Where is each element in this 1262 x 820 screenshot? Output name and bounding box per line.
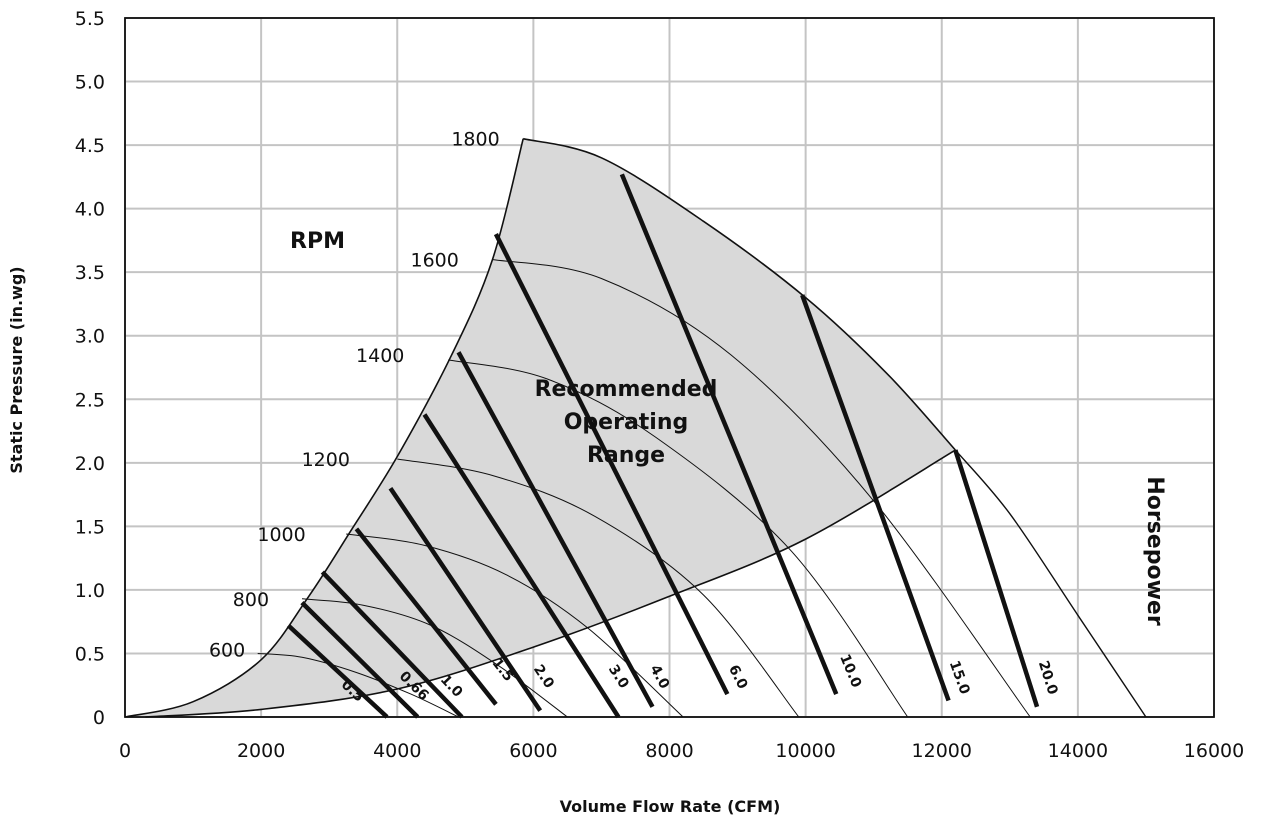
plot-frame: [124, 17, 1215, 718]
x-tick-label: 0: [119, 740, 131, 762]
x-tick-label: 12000: [912, 740, 972, 762]
x-tick-label: 14000: [1048, 740, 1108, 762]
plot-border: [124, 17, 1215, 718]
rpm-curve-1200: [397, 458, 800, 718]
rpm-label-1600: 1600: [411, 249, 459, 271]
rpm-label-1200: 1200: [302, 449, 350, 471]
rpm-label-1800: 1800: [451, 129, 499, 151]
y-tick-label: 4.5: [75, 135, 105, 157]
hp-line-3.0: [422, 413, 621, 719]
rpm-label-1400: 1400: [356, 345, 404, 367]
x-axis-title: Volume Flow Rate (CFM): [560, 797, 781, 816]
rpm-curve-600: [257, 653, 459, 718]
hp-line-2.0: [388, 486, 543, 712]
hp-line-1.0: [320, 570, 464, 719]
hp-line-1.5: [354, 527, 498, 706]
outer-limit-curve: [954, 449, 1147, 718]
rpm-curve-1400: [448, 359, 909, 718]
y-tick-label: 4.0: [75, 199, 105, 221]
x-tick-label: 2000: [237, 740, 285, 762]
y-tick-label: 3.5: [75, 262, 105, 284]
x-tick-label: 10000: [775, 740, 835, 762]
rpm-label-800: 800: [233, 589, 269, 611]
y-tick-label: 3.0: [75, 326, 105, 348]
hp-line-15.0: [800, 294, 951, 702]
region-label-line-3: Range: [587, 443, 665, 468]
y-tick-label: 2.0: [75, 453, 105, 475]
rpm-curve-1600: [492, 259, 1031, 718]
y-tick-label: 1.0: [75, 580, 105, 602]
operating-range-region: [124, 137, 1147, 718]
y-tick-label: 0: [93, 707, 105, 729]
tick-labels: 0 2000 4000 6000 8000 10000 12000 14000 16000 0 0.…: [75, 8, 1244, 762]
hp-line-0.66: [300, 601, 420, 719]
rpm-label-600: 600: [209, 640, 245, 662]
y-tick-label: 1.5: [75, 516, 105, 538]
y-tick-label: 2.5: [75, 389, 105, 411]
hp-line-4.0: [456, 351, 655, 708]
hp-line-10.0: [619, 173, 839, 695]
region-label-line-2: Operating: [564, 410, 689, 435]
x-tick-label: 6000: [509, 740, 557, 762]
hp-label-20.0: 20.0: [1035, 659, 1061, 697]
rpm-1800-boundary: [124, 138, 524, 718]
lower-limit-boundary: [145, 449, 956, 718]
rpm-label-1000: 1000: [257, 524, 305, 546]
hp-line-20.0: [953, 449, 1040, 708]
y-tick-label: 5.5: [75, 8, 105, 30]
horsepower-heading: Horsepower: [1142, 476, 1167, 625]
y-tick-label: 0.5: [75, 643, 105, 665]
hp-label-6.0: 6.0: [725, 662, 751, 692]
x-tick-label: 16000: [1184, 740, 1244, 762]
rpm-heading: RPM: [290, 229, 345, 254]
y-tick-label: 5.0: [75, 72, 105, 94]
y-axis-title: Static Pressure (in.wg): [7, 266, 26, 473]
hp-label-10.0: 10.0: [836, 652, 864, 690]
x-tick-label: 8000: [645, 740, 693, 762]
hp-line-6.0: [493, 233, 730, 696]
region-label-line-1: Recommended: [535, 377, 718, 402]
x-tick-label: 4000: [373, 740, 421, 762]
hp-label-15.0: 15.0: [946, 659, 973, 697]
upper-limit-boundary: [523, 137, 956, 451]
operating-range-fill: [125, 138, 956, 717]
hp-line-0.5: [286, 623, 389, 719]
